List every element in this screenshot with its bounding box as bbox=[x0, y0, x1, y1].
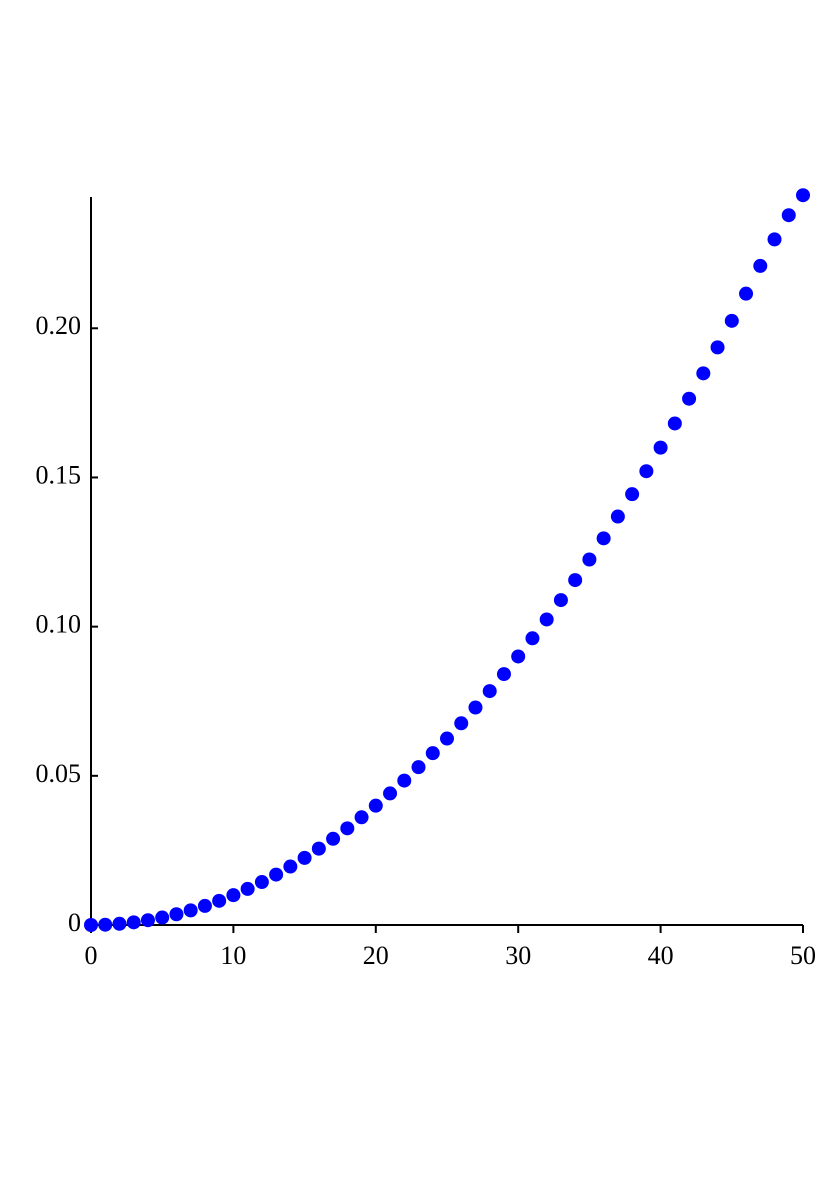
point bbox=[496, 667, 511, 682]
point bbox=[539, 612, 554, 627]
point bbox=[383, 786, 398, 801]
point bbox=[98, 917, 113, 932]
point bbox=[796, 188, 810, 203]
point bbox=[126, 915, 141, 930]
point bbox=[454, 716, 469, 731]
point bbox=[140, 913, 155, 928]
point bbox=[596, 531, 611, 546]
x-tick-label: 30 bbox=[505, 941, 531, 970]
point bbox=[468, 700, 483, 715]
point bbox=[283, 859, 298, 874]
point bbox=[525, 631, 540, 646]
y-tick-label: 0.05 bbox=[36, 759, 82, 788]
point bbox=[368, 798, 383, 813]
point bbox=[425, 746, 440, 761]
point bbox=[610, 509, 625, 524]
point bbox=[269, 867, 284, 882]
point bbox=[311, 841, 326, 856]
point bbox=[767, 232, 782, 247]
point bbox=[197, 898, 212, 913]
x-tick-label: 20 bbox=[363, 941, 389, 970]
point bbox=[482, 684, 497, 699]
x-tick-label: 40 bbox=[648, 941, 674, 970]
point bbox=[568, 573, 583, 588]
point bbox=[582, 552, 597, 567]
point bbox=[639, 464, 654, 479]
y-tick-label: 0.20 bbox=[36, 311, 82, 340]
point bbox=[326, 831, 341, 846]
point bbox=[724, 313, 739, 328]
x-tick-label: 10 bbox=[220, 941, 246, 970]
point bbox=[753, 258, 768, 273]
point bbox=[625, 487, 640, 502]
x-tick-label: 0 bbox=[85, 941, 98, 970]
point bbox=[411, 760, 426, 775]
point bbox=[240, 881, 255, 896]
point bbox=[696, 366, 711, 381]
point bbox=[155, 910, 170, 925]
point bbox=[553, 593, 568, 608]
y-tick-label: 0.15 bbox=[36, 460, 82, 489]
point bbox=[667, 416, 682, 431]
point bbox=[710, 340, 725, 355]
point bbox=[112, 916, 127, 931]
point bbox=[297, 850, 312, 865]
point bbox=[254, 875, 269, 890]
point bbox=[84, 918, 98, 932]
point bbox=[397, 773, 412, 788]
point bbox=[340, 821, 355, 836]
point bbox=[682, 391, 697, 406]
point bbox=[653, 440, 668, 455]
point bbox=[511, 649, 526, 664]
point bbox=[169, 907, 184, 922]
y-tick-label: 0.10 bbox=[36, 610, 82, 639]
x-tick-label: 50 bbox=[790, 941, 816, 970]
y-tick-label: 0 bbox=[68, 908, 81, 937]
point bbox=[739, 286, 754, 301]
point bbox=[212, 893, 227, 908]
point bbox=[440, 731, 454, 746]
point bbox=[781, 208, 796, 223]
point bbox=[354, 810, 369, 825]
point bbox=[183, 903, 198, 918]
point bbox=[226, 888, 241, 903]
